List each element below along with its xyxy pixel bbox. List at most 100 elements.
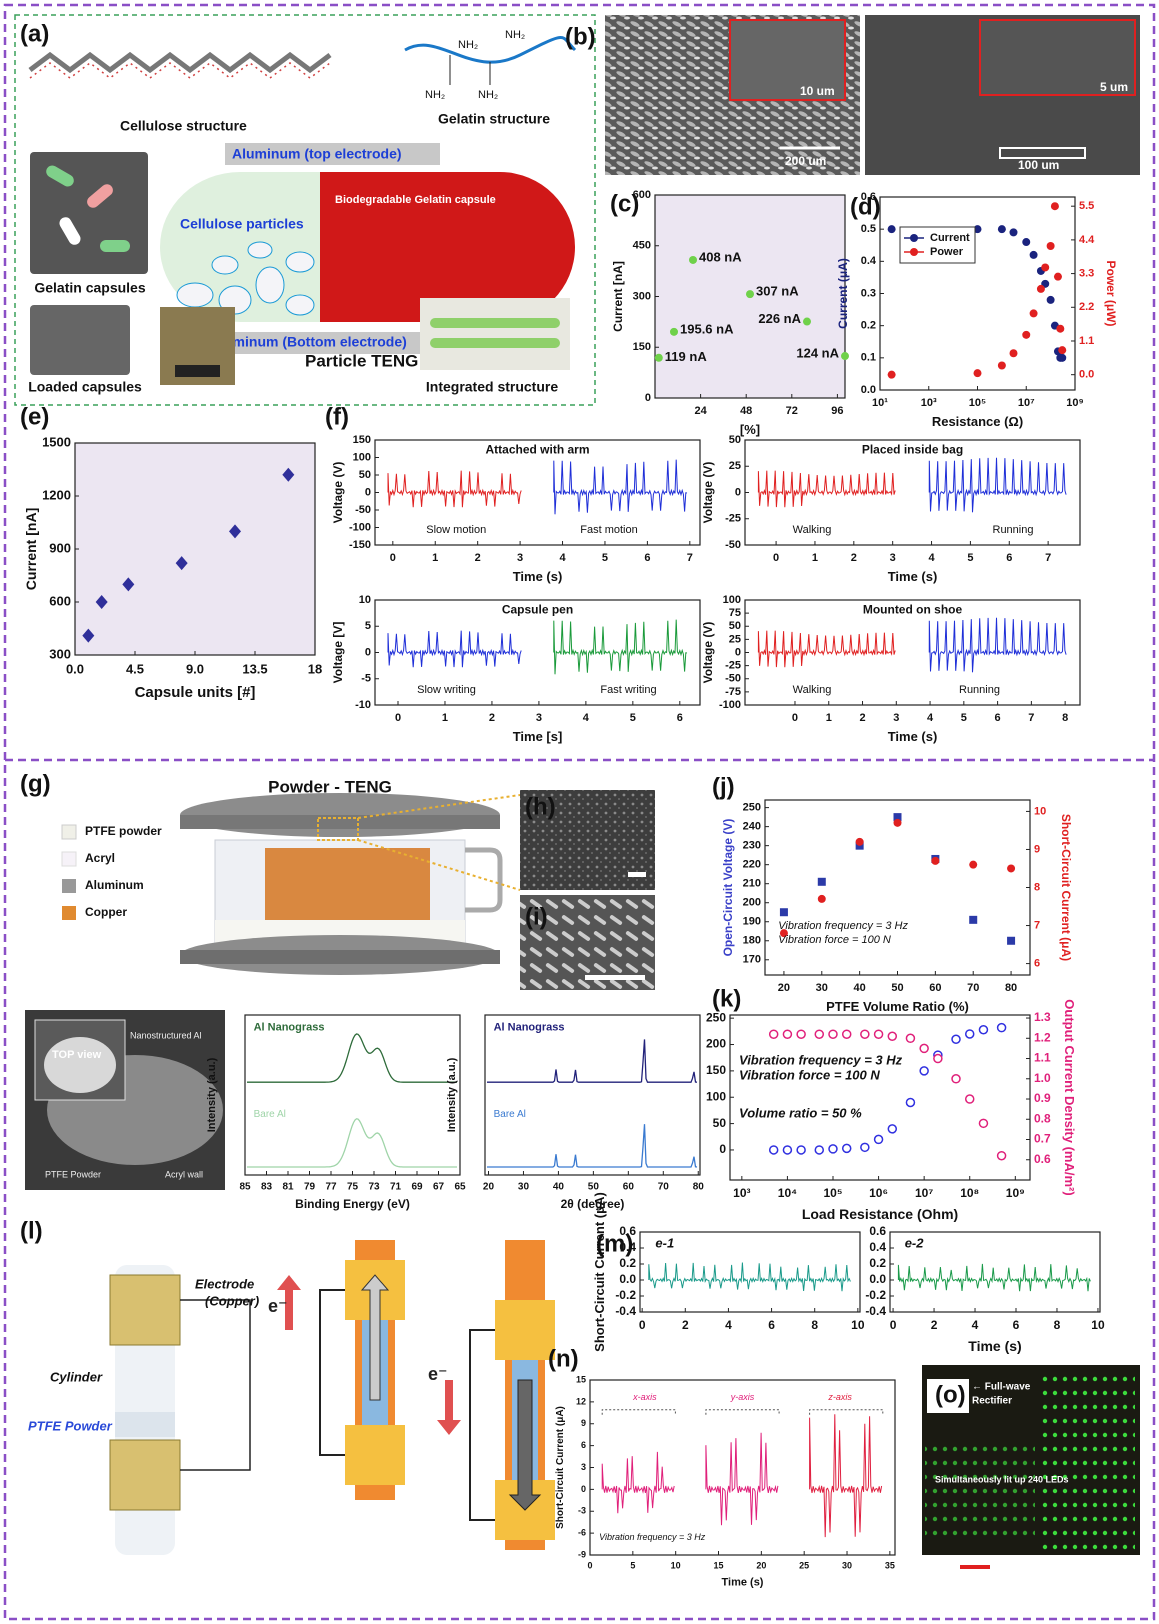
marker <box>814 1029 825 1039</box>
marker <box>860 1142 870 1153</box>
marker <box>1007 936 1016 945</box>
panel-label: (o) <box>935 1381 966 1408</box>
y2-tick-label: 10 <box>1034 805 1046 817</box>
marker <box>996 1150 1007 1161</box>
marker <box>670 327 678 336</box>
x-tick-label: 81 <box>282 1182 294 1193</box>
y-tick-label: 0.4 <box>869 1240 886 1254</box>
text: NH₂ <box>505 29 525 41</box>
electrode-bar <box>225 143 440 165</box>
y-tick-label: 0 <box>719 1142 726 1156</box>
y-axis-label: Voltage (V) <box>701 622 715 684</box>
marker <box>1029 309 1038 318</box>
copper <box>265 848 430 920</box>
marker <box>828 1144 838 1154</box>
marker <box>82 628 95 643</box>
text: Cellulose particles <box>180 216 304 232</box>
x-tick-label: 10⁴ <box>778 1186 797 1200</box>
sem-inset <box>729 19 846 101</box>
marker <box>1029 250 1038 259</box>
legend-text: Current <box>930 232 970 244</box>
trace <box>553 619 688 675</box>
electrode <box>495 1300 555 1360</box>
x-tick-label: 10³ <box>921 397 937 409</box>
x-tick-label: 10 <box>671 1560 681 1570</box>
photo <box>430 338 560 348</box>
x-tick-label: 8 <box>1062 712 1068 724</box>
x-tick-label: 50 <box>588 1182 600 1193</box>
marker <box>964 1094 975 1104</box>
x-tick-label: 70 <box>658 1182 670 1193</box>
y-tick-label: 100 <box>723 594 741 606</box>
legend-swatch <box>61 851 77 867</box>
x-tick-label: 10¹ <box>872 397 888 409</box>
annotation: Fast motion <box>580 524 637 536</box>
legend-swatch <box>61 824 77 840</box>
y2-axis-label: Power (μW) <box>1104 260 1118 326</box>
x-tick-label: 48 <box>740 405 752 417</box>
marker <box>1009 228 1018 237</box>
y2-tick-label: 4.4 <box>1079 234 1095 246</box>
text: Powder - TENG <box>268 777 392 796</box>
panel-label: (b) <box>565 23 596 50</box>
chart: 20 30 40 50 60 70 80 2θ (degree) Intensity (a.u.… <box>446 1014 704 1211</box>
text: Cylinder <box>50 1369 103 1384</box>
marker <box>969 915 978 924</box>
chart: 0.0 4.5 9.0 13.5 18 300 600 900 1200 1500 Capsule … <box>23 434 322 700</box>
bracket <box>601 1409 676 1415</box>
y-tick-label: 0.5 <box>861 223 876 235</box>
marker <box>803 317 811 326</box>
marker <box>873 1029 884 1039</box>
annotation: Attached with arm <box>485 443 589 457</box>
y-tick-label: -0.4 <box>615 1304 636 1318</box>
x-tick-label: 30 <box>518 1182 530 1193</box>
text: Aluminum (top electrode) <box>232 146 402 162</box>
marker <box>282 467 295 482</box>
y2-tick-label: 9 <box>1034 843 1040 855</box>
y-tick-label: 170 <box>743 954 761 966</box>
x-tick-label: 0 <box>773 552 779 564</box>
electrode <box>109 1439 181 1511</box>
marker <box>997 225 1006 234</box>
annotation: Al Nanograss <box>254 1022 325 1034</box>
y-tick-label: 9 <box>581 1418 586 1428</box>
x-tick-label: 85 <box>239 1182 251 1193</box>
marker <box>910 234 918 242</box>
marker <box>1022 238 1031 247</box>
panel-label: (c) <box>610 190 639 217</box>
y-tick-label: 150 <box>633 341 651 353</box>
x-tick-label: 0.0 <box>66 661 84 676</box>
x-tick-label: 4 <box>928 552 935 564</box>
zoom-box <box>317 817 359 841</box>
chart: 0 1 2 3 4 5 6 -10 -5 0 5 10 Time [s] Voltage [V] Capsu… <box>331 594 701 744</box>
y-tick-label: 0.0 <box>869 1272 886 1286</box>
y-tick-label: 200 <box>706 1037 726 1051</box>
panel-label: (h) <box>525 793 556 820</box>
data-label: 307 nA <box>756 284 799 299</box>
panel-label: (d) <box>850 193 881 220</box>
chart: 20 30 40 50 60 70 80 170 180 190 200 210 220 230 240 25… <box>721 799 1073 1014</box>
scale-bar <box>960 1565 990 1569</box>
annotation: Slow writing <box>417 684 476 696</box>
x-tick-label: 4 <box>725 1318 732 1332</box>
x-axis-label: Time (s) <box>722 1576 764 1588</box>
marker <box>1046 295 1055 304</box>
text: Particle TENG <box>305 351 418 370</box>
marker <box>654 353 663 362</box>
y-tick-label: 75 <box>729 607 741 619</box>
x-tick-label: 10 <box>851 1318 865 1332</box>
x-tick-label: 6 <box>995 712 1001 724</box>
x-tick-label: 80 <box>1005 982 1017 994</box>
marker <box>910 248 918 256</box>
leds <box>925 1440 1035 1540</box>
annotation: Vibration frequency = 3 Hz <box>599 1532 706 1542</box>
y-tick-label: 0.4 <box>861 255 877 267</box>
annotation: Vibration force = 100 N <box>778 934 891 946</box>
marker <box>978 1118 989 1129</box>
y2-tick-label: 1.0 <box>1034 1071 1051 1085</box>
x-tick-label: 1 <box>442 712 448 724</box>
y2-tick-label: 7 <box>1034 919 1040 931</box>
text: PTFE Powder <box>45 1169 101 1179</box>
marker <box>973 369 982 378</box>
y-tick-label: 0.2 <box>861 320 876 332</box>
